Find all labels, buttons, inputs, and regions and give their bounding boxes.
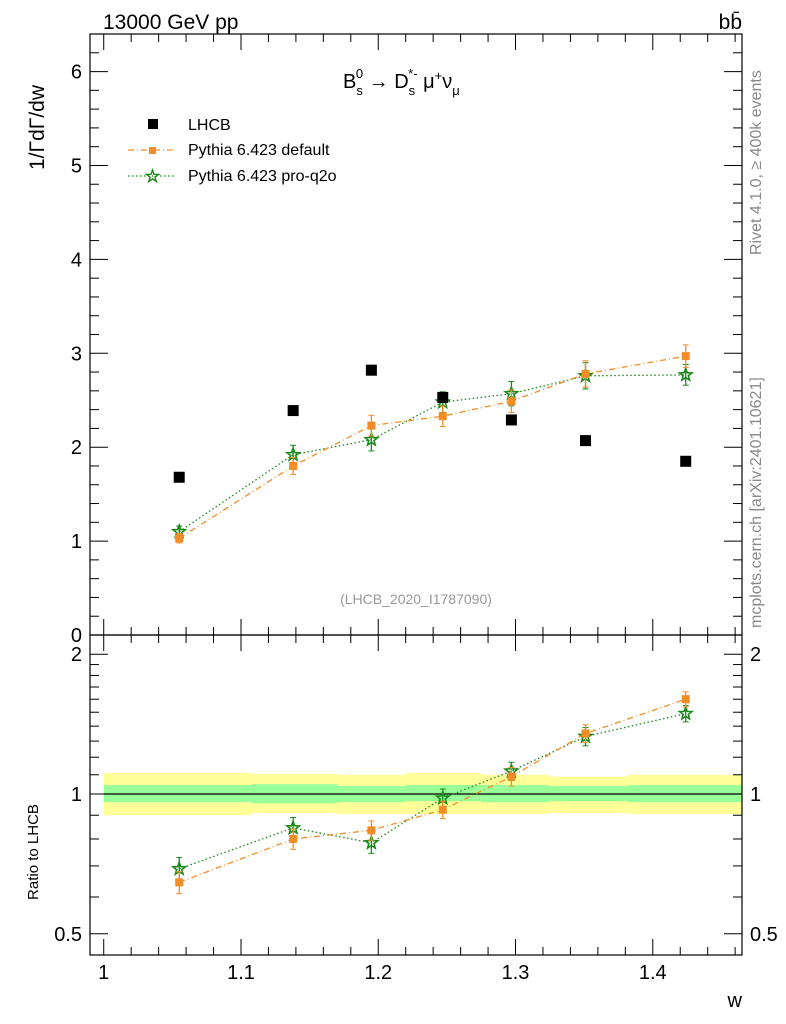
ratio-pythia-6-423-default-point bbox=[438, 805, 447, 814]
legend: LHCB Pythia 6.423 default Pythia 6.423 p… bbox=[128, 117, 337, 185]
ratio-xtick-label: 1.1 bbox=[227, 962, 255, 984]
main-ytick-label: 3 bbox=[71, 343, 82, 365]
ratio-ytick-label-left: 1 bbox=[71, 784, 82, 806]
main-title: Bs0 → Ds*- μ+νμ bbox=[343, 66, 460, 98]
x-axis-label: w bbox=[727, 990, 743, 1012]
legend-marker-proq2o bbox=[144, 167, 161, 184]
ratio-pythia-6-423-default-point bbox=[507, 772, 516, 781]
ratio-pythia-6-423-pro-q2o-point bbox=[677, 704, 695, 721]
main-lhcb-point bbox=[680, 455, 692, 467]
analysis-id: (LHCB_2020_I1787090) bbox=[340, 591, 492, 607]
main-pythia-6-423-default-point bbox=[438, 412, 447, 421]
main-ylabel: 1/ΓdΓ/dw bbox=[26, 84, 49, 170]
ratio-frame bbox=[89, 634, 743, 956]
legend-marker-default bbox=[149, 147, 156, 154]
ratio-pythia-6-423-default-point bbox=[581, 729, 590, 738]
ratio-xtick-label: 1 bbox=[98, 962, 109, 984]
main-pythia-6-423-pro-q2o-series bbox=[170, 362, 695, 539]
main-lhcb-series bbox=[173, 364, 692, 483]
process-label: bb̄ bbox=[719, 11, 742, 34]
main-pythia-6-423-pro-q2o-point bbox=[677, 366, 695, 382]
main-ytick-label: 0 bbox=[71, 625, 82, 647]
svg-text:Bs0 → Ds*- μ+νμ: Bs0 → Ds*- μ+νμ bbox=[343, 66, 460, 98]
mcplots-label: mcplots.cern.ch [arXiv:2401.10621] bbox=[748, 377, 765, 628]
main-lhcb-point bbox=[287, 405, 299, 417]
main-ytick-label: 2 bbox=[71, 437, 82, 459]
main-ytick-label: 1 bbox=[71, 531, 82, 553]
ratio-xtick-label: 1.2 bbox=[364, 962, 392, 984]
ratio-ytick-label-left: 0.5 bbox=[54, 924, 82, 946]
ratio-ytick-label-right: 2 bbox=[750, 644, 761, 666]
main-lhcb-point bbox=[580, 435, 592, 447]
main-pythia-6-423-default-point bbox=[367, 421, 376, 430]
main-pythia-6-423-default-line bbox=[178, 355, 686, 539]
energy-label: 13000 GeV pp bbox=[103, 11, 238, 34]
ratio-ytick-label-right: 0.5 bbox=[750, 924, 778, 946]
main-pythia-6-423-default-point bbox=[507, 397, 516, 406]
main-lhcb-point bbox=[437, 391, 449, 403]
legend-marker-lhcb bbox=[148, 119, 158, 129]
main-panel: 0 1 2 3 4 5 6 bbox=[71, 33, 743, 647]
legend-label-lhcb: LHCB bbox=[188, 117, 231, 134]
ratio-ylabel: Ratio to LHCB bbox=[25, 804, 42, 900]
ratio-pythia-6-423-default-point bbox=[367, 826, 376, 835]
ratio-pythia-6-423-default-series bbox=[175, 691, 690, 895]
main-pythia-6-423-default-series bbox=[175, 344, 690, 544]
ratio-pythia-6-423-pro-q2o-point bbox=[362, 834, 380, 850]
ratio-pythia-6-423-default-point bbox=[681, 695, 690, 704]
main-ytick-label: 5 bbox=[71, 155, 82, 177]
main-pythia-6-423-default-point bbox=[681, 352, 690, 361]
ratio-panel: 0.5 0.5 1 1 2 2 1 1.1 1.2 1.3 1.4 bbox=[54, 634, 778, 984]
main-pythia-6-423-default-point bbox=[289, 461, 298, 470]
main-pythia-6-423-pro-q2o-line bbox=[178, 374, 686, 533]
main-pythia-6-423-default-point bbox=[581, 369, 590, 378]
main-pythia-6-423-default-point bbox=[175, 534, 184, 543]
main-lhcb-point bbox=[365, 364, 377, 376]
legend-label-default: Pythia 6.423 default bbox=[188, 142, 330, 159]
legend-label-proq2o: Pythia 6.423 pro-q2o bbox=[188, 168, 337, 185]
main-lhcb-point bbox=[505, 414, 517, 426]
rivet-label: Rivet 4.1.0, ≥ 400k events bbox=[748, 70, 765, 255]
ratio-ytick-label-right: 1 bbox=[750, 784, 761, 806]
main-pythia-6-423-pro-q2o-point bbox=[362, 430, 380, 447]
main-lhcb-point bbox=[173, 471, 185, 483]
ratio-ytick-label-left: 2 bbox=[71, 644, 82, 666]
ratio-xtick-label: 1.4 bbox=[639, 962, 667, 984]
ratio-pythia-6-423-default-point bbox=[175, 878, 184, 887]
main-ytick-label: 6 bbox=[71, 62, 82, 84]
ratio-xtick-label: 1.3 bbox=[502, 962, 530, 984]
main-ytick-label: 4 bbox=[71, 249, 82, 271]
ratio-pythia-6-423-default-point bbox=[289, 834, 298, 843]
